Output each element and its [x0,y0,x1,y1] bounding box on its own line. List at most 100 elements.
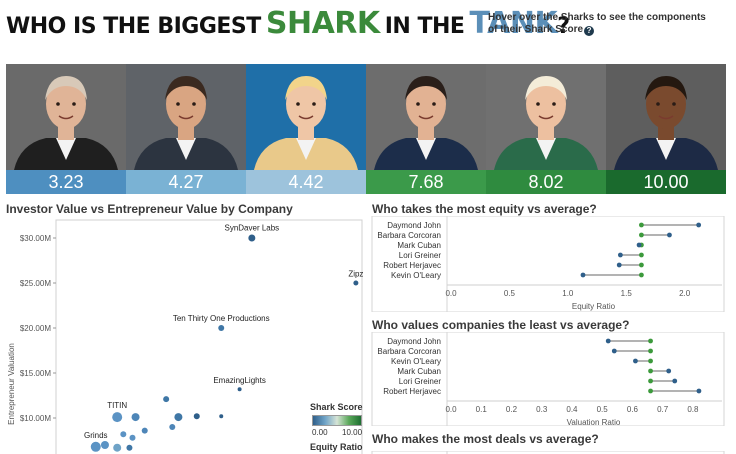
dumbbell-x-tick-label: 0.5 [597,405,609,414]
scatter-point[interactable] [163,396,170,403]
portrait-mouth [658,115,674,120]
dumbbell-value-dot[interactable] [605,338,611,344]
portrait-eye-left [296,102,300,106]
dumbbell-row-label: Barbara Corcoran [377,231,441,240]
scatter-point[interactable] [237,387,242,392]
dumbbell-average-dot[interactable] [639,222,644,228]
dumbbell-value-dot[interactable] [636,242,642,248]
dumbbell-x-tick-label: 0.5 [504,289,516,298]
dumbbell-x-axis-label: Equity Ratio [572,302,616,311]
portrait-collar [656,138,676,160]
y-axis-label: Entrepreneur Valuation [7,343,16,425]
portrait-eye-right [432,102,436,106]
shark-card-3[interactable]: 4.42 [246,64,366,194]
portrait-hair [285,76,327,100]
scatter-point[interactable] [90,441,101,452]
dumbbell-average-dot[interactable] [648,358,653,364]
shark-card-4[interactable]: 7.68 [366,64,486,194]
deals-chart-title: Who makes the most deals vs average? [372,432,599,446]
dumbbell-row-label: Lori Greiner [399,251,442,260]
legend-min-label: 0.00 [312,428,328,437]
portrait-face [46,79,86,129]
dumbbell-average-dot[interactable] [648,378,653,384]
portrait-collar [536,138,556,160]
deals-chart-svg: Mark Cuban [371,450,725,454]
dumbbell-average-dot[interactable] [648,388,653,394]
dumbbell-value-dot[interactable] [617,252,623,258]
scatter-point[interactable] [112,412,123,423]
shark-score: 3.23 [6,170,126,194]
dumbbell-value-dot[interactable] [611,348,617,354]
dumbbell-value-dot[interactable] [666,368,672,374]
info-icon[interactable]: ? [584,26,595,36]
scatter-point[interactable] [100,441,109,449]
scatter-point[interactable] [353,280,359,286]
scatter-point[interactable] [126,444,133,451]
dumbbell-x-tick-label: 0.6 [627,405,639,414]
legend-color-ramp [312,415,362,426]
dumbbell-x-tick-label: 1.5 [621,289,633,298]
dumbbell-value-dot[interactable] [696,222,702,228]
dumbbell-row-label: Mark Cuban [397,241,441,250]
dumbbell-average-dot[interactable] [639,272,644,278]
scatter-point[interactable] [141,427,148,434]
portrait-eye-left [56,102,60,106]
dumbbell-average-dot[interactable] [639,262,644,268]
point-label: Ten Thirty One Productions [173,314,270,323]
scatter-point[interactable] [218,325,225,331]
dumbbell-average-dot[interactable] [639,232,644,238]
dumbbell-average-dot[interactable] [648,348,653,354]
shark-score: 8.02 [486,170,606,194]
scatter-point[interactable] [174,413,183,422]
portrait-collar [176,138,196,160]
scatter-point[interactable] [248,234,256,242]
dumbbell-x-tick-label: 0.7 [657,405,669,414]
portrait-hair [165,76,207,100]
title-tank-word: TANK [469,6,558,41]
shark-portrait-svg [246,64,366,170]
valuation-chart: Daymond John Barbara Corcoran Kevin O'Lear… [370,331,726,427]
dumbbell-value-dot[interactable] [633,358,638,364]
scatter-point[interactable] [219,414,224,419]
dumbbell-average-dot[interactable] [648,338,653,344]
portrait-mouth [178,115,194,120]
portrait-eye-right [192,102,196,106]
scatter-point[interactable] [120,431,127,438]
shark-card-5[interactable]: 8.02 [486,64,606,194]
scatter-point[interactable] [113,443,122,452]
dumbbell-x-tick-label: 0.4 [566,405,578,414]
scatter-svg: $10.00M $15.00M $20.00M $25.00M $30.00M Entre… [7,219,363,454]
dumbbell-value-dot[interactable] [667,232,672,238]
shark-portrait [246,64,366,170]
dumbbell-x-tick-label: 1.0 [562,289,574,298]
scatter-point[interactable] [129,434,136,441]
shark-score: 4.42 [246,170,366,194]
shark-card-2[interactable]: 4.27 [126,64,246,194]
portrait-collar [56,138,76,160]
dumbbell-value-dot[interactable] [696,388,702,394]
dumbbell-value-dot[interactable] [580,272,586,278]
scatter-point[interactable] [169,424,176,430]
dumbbell-value-dot[interactable] [616,262,622,268]
scatter-point[interactable] [131,413,140,422]
legend-shark-score-title: Shark Score [310,402,363,412]
dumbbell-value-dot[interactable] [672,378,678,384]
dumbbell-x-tick-label: 0.8 [687,405,699,414]
portrait-eye-right [312,102,316,106]
y-tick-label: $20.00M [20,324,51,333]
portrait-face [406,79,446,129]
scatter-point[interactable] [193,413,200,420]
portrait-mouth [58,115,74,120]
shark-portrait-svg [6,64,126,170]
shark-portrait [126,64,246,170]
dumbbell-average-dot[interactable] [648,368,653,374]
y-tick-label: $15.00M [20,369,51,378]
portrait-eye-right [552,102,556,106]
shark-card-6[interactable]: 10.00 [606,64,726,194]
dumbbell-row-label: Lori Greiner [399,377,442,386]
portrait-mouth [418,115,434,120]
dumbbell-average-dot[interactable] [639,252,644,258]
shark-card-1[interactable]: 3.23 [6,64,126,194]
